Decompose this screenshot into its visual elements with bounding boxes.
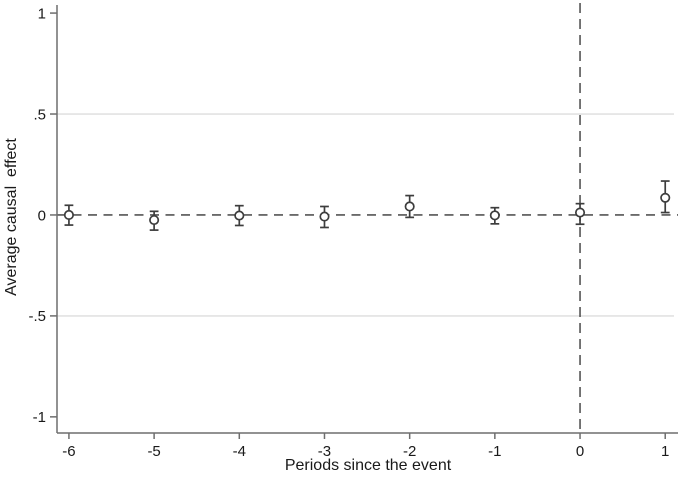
data-point-marker (404, 201, 415, 212)
x-tick-label: -6 (62, 443, 75, 460)
data-point-marker (63, 209, 74, 221)
y-tick-label: .5 (33, 106, 46, 123)
y-tick-label: -1 (33, 409, 46, 426)
x-tick-label: -1 (488, 443, 501, 460)
data-point-marker (234, 210, 245, 221)
x-tick-label: -2 (403, 443, 416, 460)
data-point-marker (574, 207, 586, 218)
x-tick-label: -4 (233, 443, 246, 460)
data-point-marker (660, 192, 671, 203)
x-tick-label: -5 (147, 443, 160, 460)
x-tick-label: 0 (576, 443, 584, 460)
y-tick-label: -.5 (28, 308, 46, 325)
y-tick-label: 0 (38, 207, 46, 224)
data-point-marker (149, 214, 160, 226)
x-tick-label: 1 (661, 443, 669, 460)
x-tick-label: -3 (318, 443, 331, 460)
y-tick-label: 1 (38, 5, 46, 22)
data-point-marker (489, 210, 500, 221)
data-point-marker (319, 211, 330, 222)
